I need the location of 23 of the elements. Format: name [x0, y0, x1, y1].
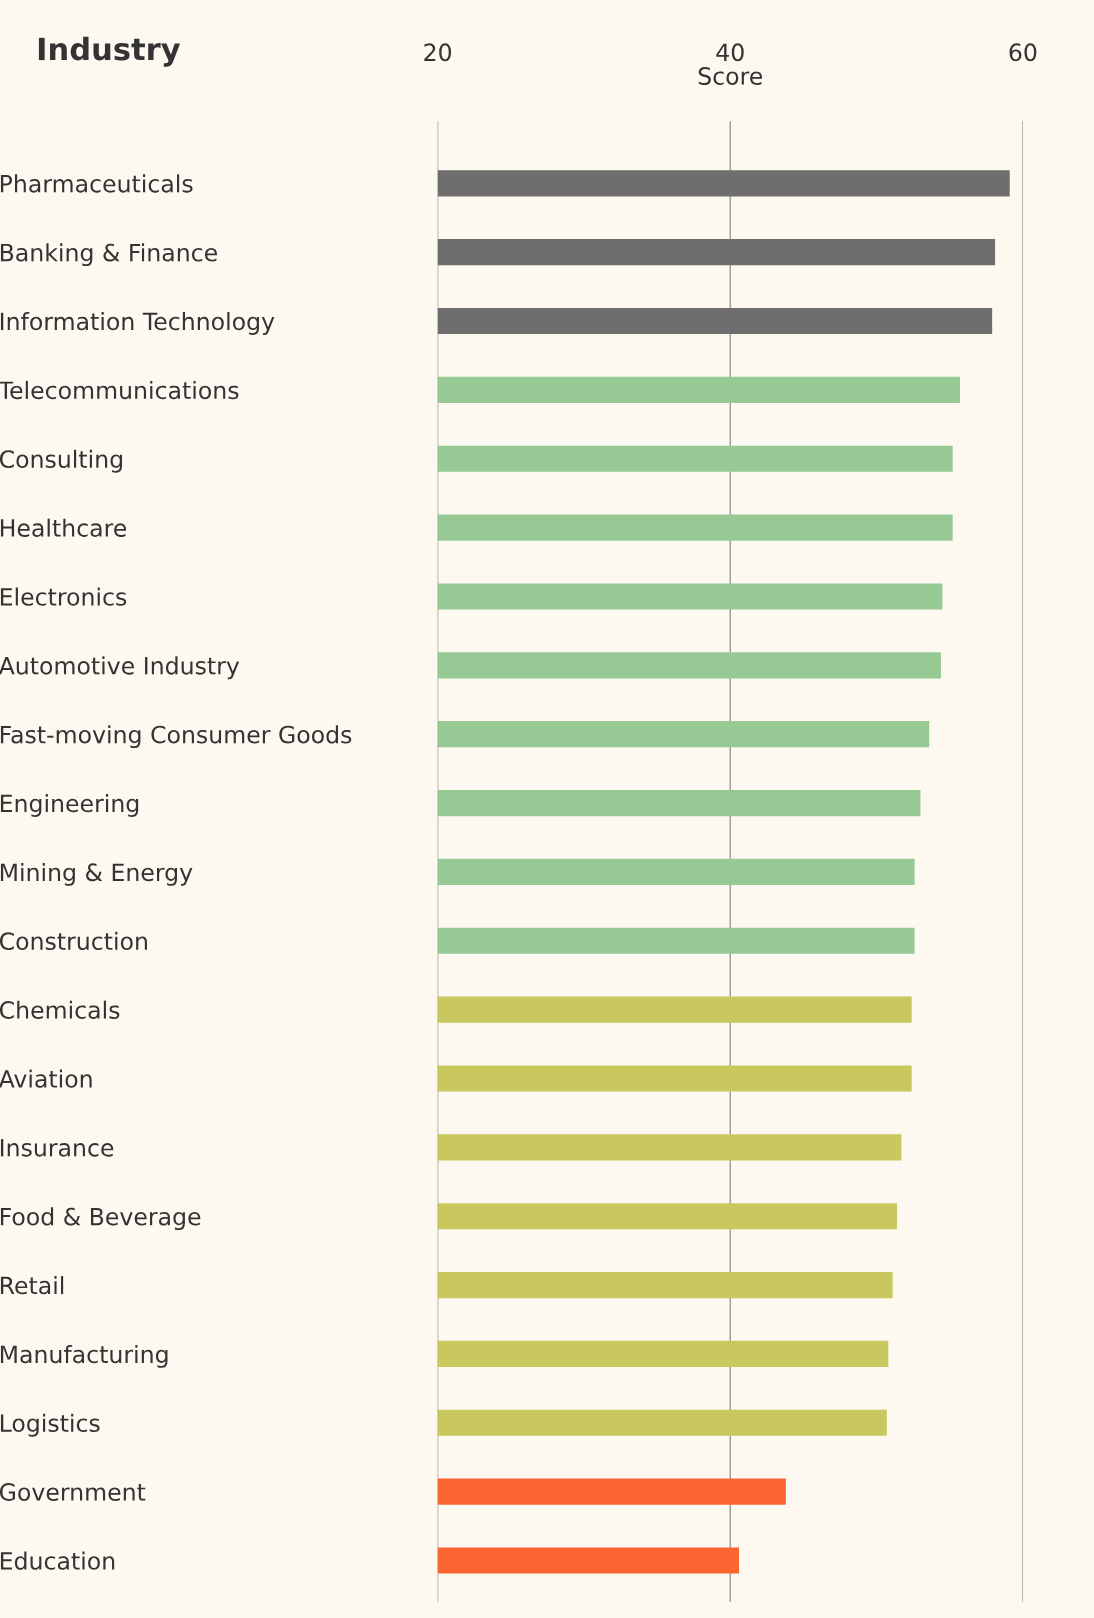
- y-tick-label: Mining & Energy: [0, 862, 193, 886]
- y-tick-label: Fast-moving Consumer Goods: [0, 725, 352, 749]
- y-tick-label: Insurance: [0, 1139, 114, 1157]
- y-tick-label: Chemicals: [0, 1000, 120, 1019]
- y-tick-label: Consulting: [0, 449, 122, 473]
- y-tick-label: Healthcare: [0, 518, 127, 537]
- y-tick-label: Retail: [0, 1276, 64, 1295]
- y-tick-label: Construction: [0, 931, 147, 951]
- y-tick-label: Pharmaceuticals: [0, 174, 193, 193]
- y-tick-label: Information Technology: [0, 312, 275, 335]
- y-tick-label: Banking & Finance: [0, 243, 217, 267]
- x-axis-title: Score: [698, 67, 763, 85]
- y-tick-label: Electronics: [0, 587, 127, 606]
- y-tick-label: Engineering: [0, 794, 139, 817]
- y-tick-label: Government: [0, 1483, 146, 1501]
- x-tick-label: 40: [716, 43, 744, 62]
- x-tick-label: 20: [424, 43, 452, 62]
- y-tick-label: Logistics: [0, 1413, 100, 1437]
- x-tick-label: 60: [1009, 43, 1037, 62]
- y-axis-title: Industry: [38, 36, 181, 67]
- y-tick-label: Manufacturing: [0, 1344, 168, 1368]
- y-tick-label: Food & Beverage: [0, 1207, 201, 1231]
- y-tick-label: Education: [0, 1551, 115, 1570]
